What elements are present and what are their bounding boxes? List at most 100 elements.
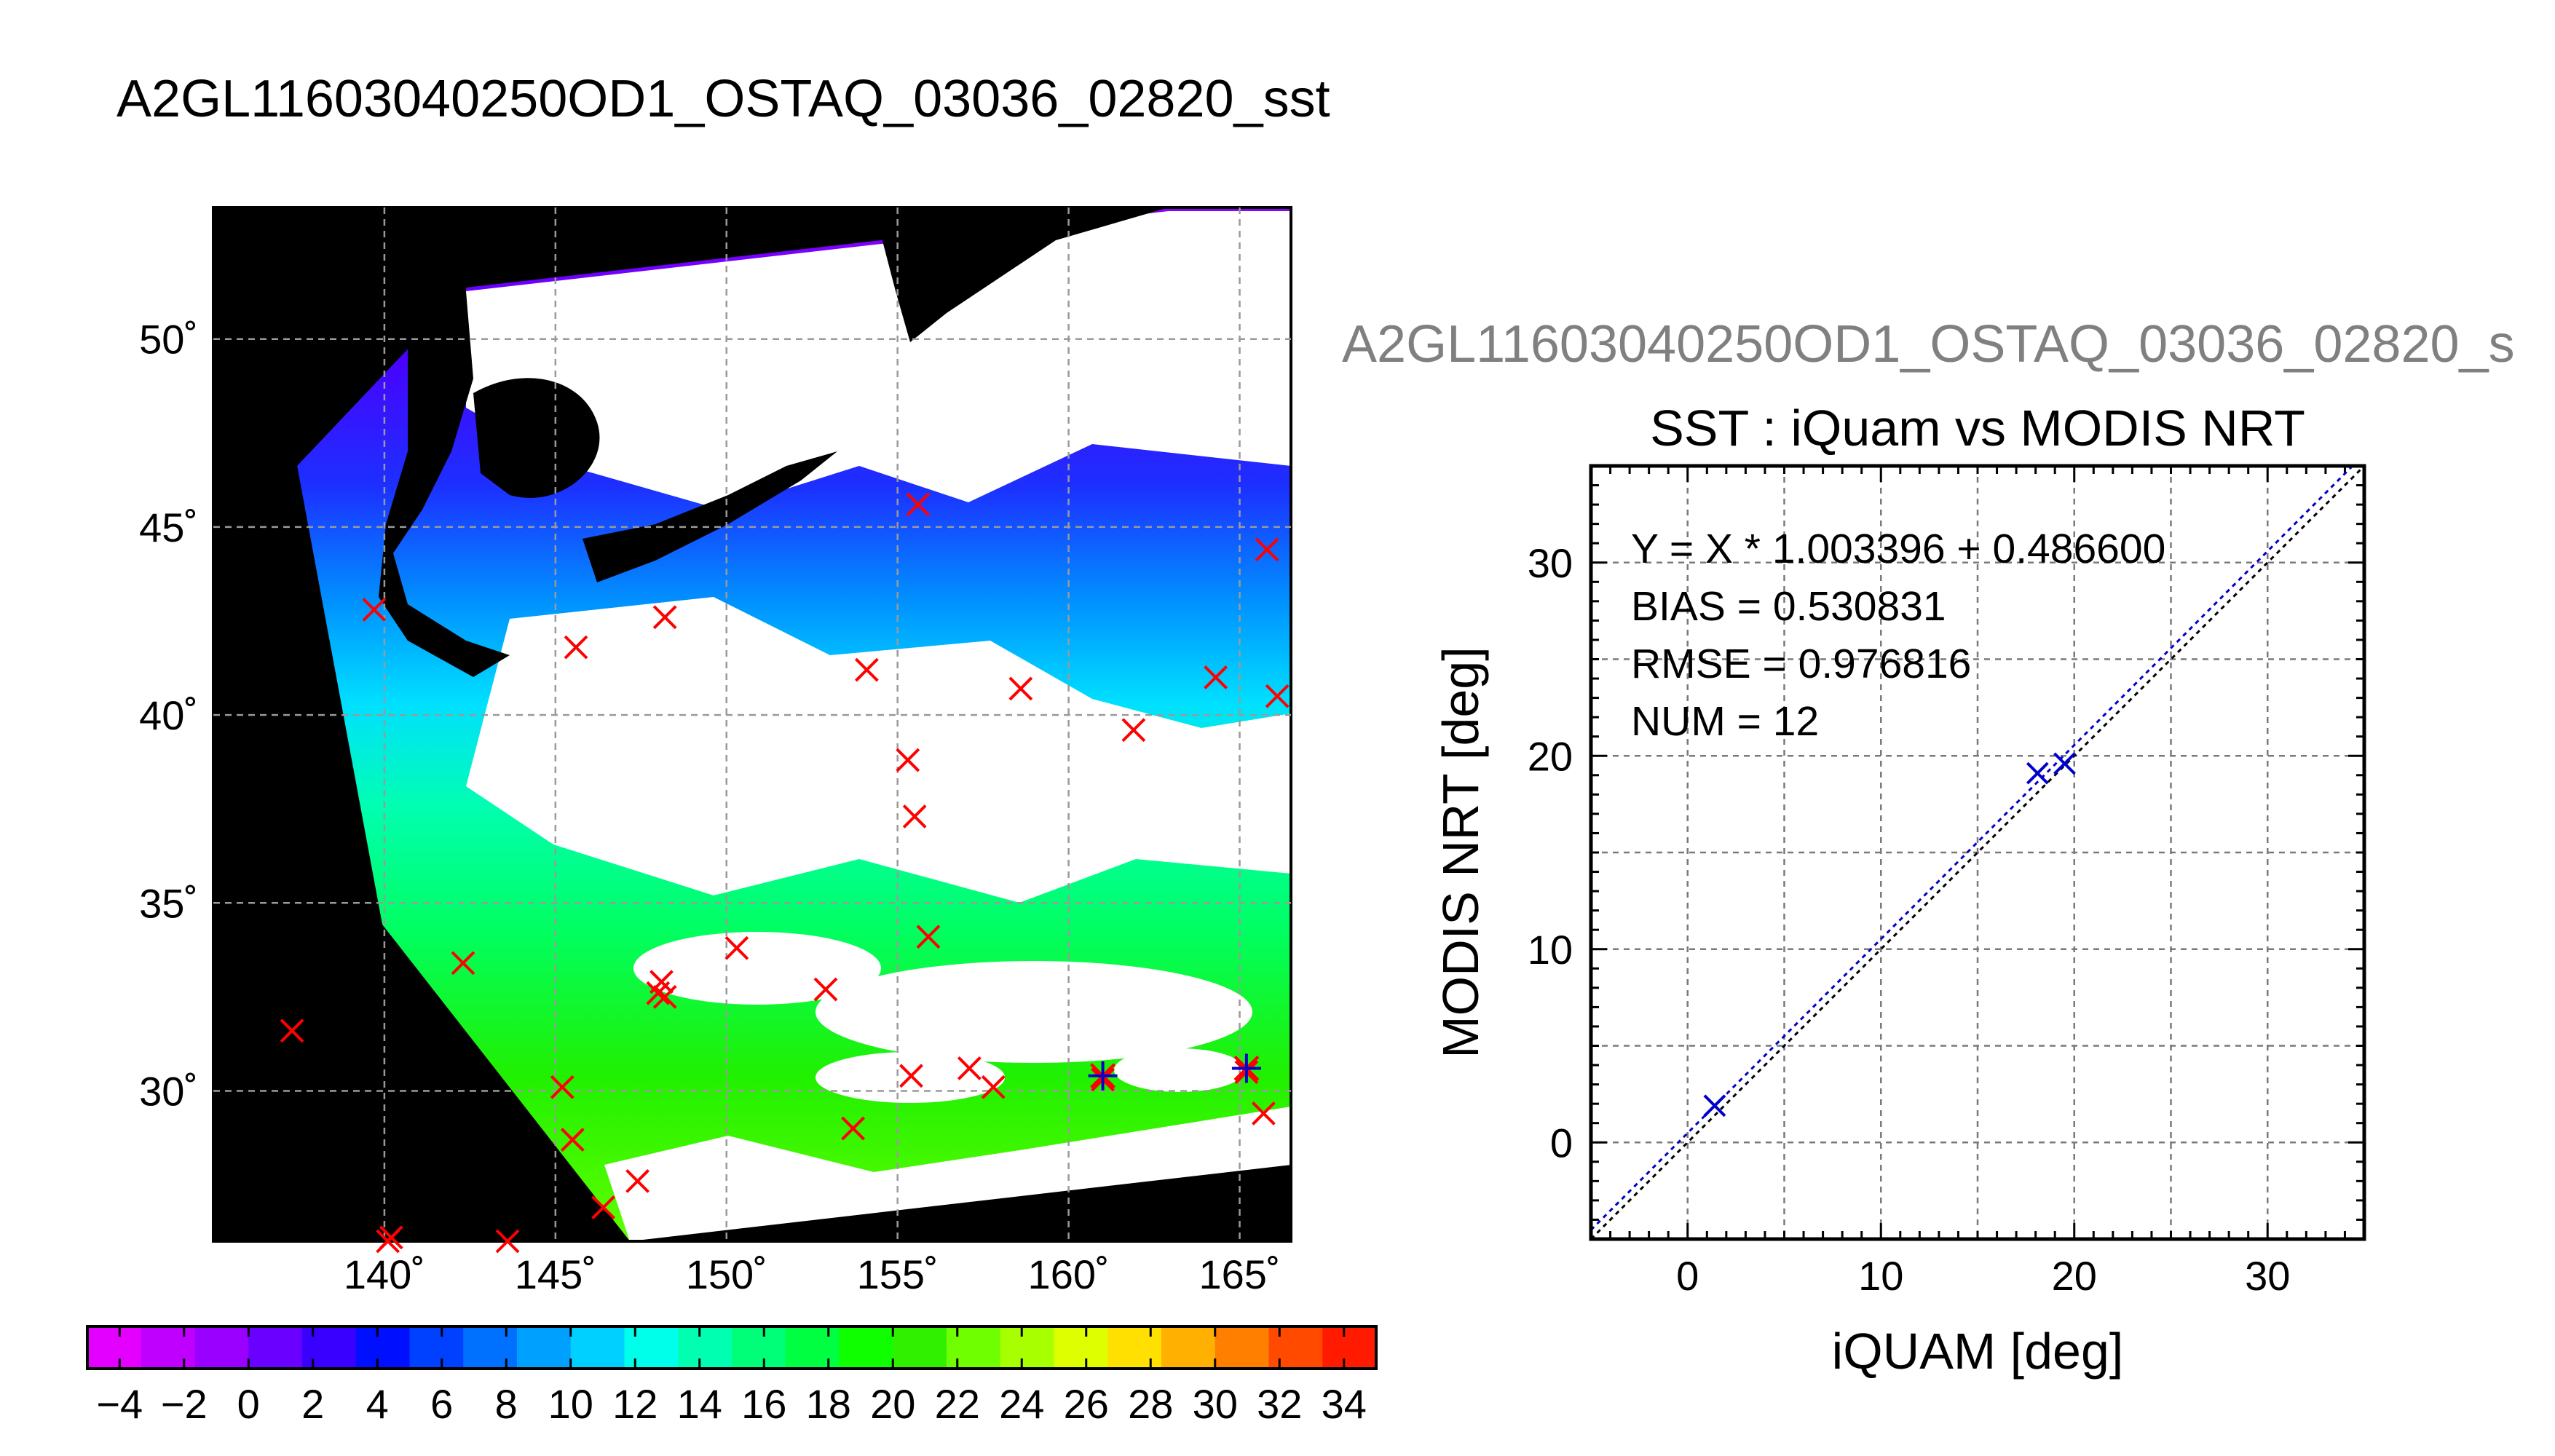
insitu-marker: [495, 1229, 520, 1254]
insitu-marker: [916, 925, 941, 949]
matchup-satellite-marker: [1088, 1061, 1118, 1091]
colorbar-tick-label: 16: [741, 1381, 786, 1427]
colorbar-cell: [839, 1326, 893, 1369]
insitu-marker: [854, 657, 879, 682]
lat-tick-label: 40˚: [139, 692, 198, 738]
colorbar-tick-label: 2: [301, 1381, 324, 1427]
colorbar-tick-label: −2: [161, 1381, 208, 1427]
scatter-ytick-label: 0: [1550, 1120, 1573, 1166]
colorbar-tick-label: 0: [237, 1381, 260, 1427]
insitu-marker: [560, 1128, 585, 1152]
colorbar-cells: [87, 1326, 1377, 1369]
scatter-points: [1703, 752, 2076, 1117]
colorbar-tick-label: 32: [1257, 1381, 1302, 1427]
colorbar-tick-label: 18: [806, 1381, 851, 1427]
colorbar-tick-label: 8: [495, 1381, 518, 1427]
scatter-gridlines: [1591, 466, 2364, 1239]
colorbar-cell: [1161, 1326, 1216, 1369]
colorbar-cell: [678, 1326, 732, 1369]
scatter-point: [2053, 752, 2076, 775]
insitu-marker: [550, 1075, 574, 1099]
insitu-marker: [1251, 1101, 1276, 1125]
colorbar-tick-label: 10: [548, 1381, 593, 1427]
insitu-marker: [362, 598, 387, 622]
colorbar-tick-label: 14: [677, 1381, 722, 1427]
sst-map: 140˚ 145˚ 150˚ 155˚ 160˚ 165˚ 30˚ 35˚ 40˚ 45˚ 50˚: [139, 206, 1292, 1297]
colorbar-tick-label: 34: [1322, 1381, 1367, 1427]
scatter-plot: 0 10 20 30 0 10 20 30 Y = X * 1.003396 + 0.4866…: [1432, 464, 2366, 1380]
colorbar-ticks: −4 −2 0 2 4 6 8 10 12 14 16 18 20 22 24 26 28 30 32 34: [96, 1326, 1367, 1427]
insitu-marker: [379, 1225, 403, 1250]
scatter-point: [1703, 1094, 1726, 1117]
stats-bias: BIAS = 0.530831: [1631, 583, 1946, 630]
lon-tick-label: 150˚: [686, 1251, 767, 1297]
colorbar-cell: [1000, 1326, 1054, 1369]
insitu-marker: [1265, 684, 1290, 708]
lat-tick-label: 30˚: [139, 1068, 198, 1114]
colorbar-cell: [1107, 1326, 1162, 1369]
stats-fit-equation: Y = X * 1.003396 + 0.486600: [1631, 526, 2165, 572]
lon-tick-label: 160˚: [1028, 1251, 1110, 1297]
insitu-marker: [280, 1018, 304, 1043]
scatter-xtick-label: 10: [1858, 1253, 1903, 1299]
colorbar: −4 −2 0 2 4 6 8 10 12 14 16 18 20 22 24 26 28 30 32 34: [86, 1325, 1378, 1427]
colorbar-tick-label: 30: [1193, 1381, 1238, 1427]
colorbar-cell: [732, 1326, 786, 1369]
insitu-markers: [280, 492, 1290, 1254]
colorbar-tick-label: 12: [612, 1381, 657, 1427]
insitu-marker: [957, 1056, 982, 1080]
map-frame: [212, 206, 1292, 1243]
colorbar-tick-label: 28: [1128, 1381, 1173, 1427]
scatter-ytick-label: 30: [1528, 540, 1573, 586]
map-gridlines: [213, 207, 1291, 1241]
lon-tick-label: 140˚: [344, 1251, 425, 1297]
colorbar-cell: [302, 1326, 357, 1369]
insitu-marker: [646, 981, 671, 1005]
scatter-ylabel: MODIS NRT [deg]: [1432, 646, 1489, 1058]
insitu-marker: [899, 1064, 923, 1088]
colorbar-cell: [517, 1326, 572, 1369]
colorbar-tick-label: 6: [430, 1381, 453, 1427]
lon-tick-label: 155˚: [857, 1251, 939, 1297]
fit-line: [1591, 466, 2355, 1231]
colorbar-cell: [624, 1326, 679, 1369]
scatter-ytick-label: 20: [1528, 733, 1573, 779]
insitu-marker: [981, 1075, 1006, 1099]
insitu-marker: [1008, 676, 1033, 701]
colorbar-cell: [87, 1326, 142, 1369]
scatter-xtick-label: 20: [2052, 1253, 2097, 1299]
insitu-marker: [896, 748, 920, 772]
scatter-tick-labels: 0 10 20 30 0 10 20 30: [1528, 540, 2291, 1299]
insitu-marker: [902, 804, 927, 828]
land-mask: [213, 207, 1169, 1241]
scatter-header: A2GL11603040250OD1_OSTAQ_03036_02820_s: [1342, 315, 2515, 373]
scatter-xtick-label: 30: [2245, 1253, 2290, 1299]
scatter-frame: [1589, 464, 2366, 1241]
main-title: A2GL11603040250OD1_OSTAQ_03036_02820_sst: [117, 70, 1330, 128]
colorbar-cell: [141, 1326, 195, 1369]
colorbar-tick-label: 4: [366, 1381, 389, 1427]
scatter-ytick-label: 10: [1528, 927, 1573, 973]
colorbar-frame: [86, 1325, 1378, 1370]
insitu-marker: [591, 1195, 616, 1219]
scatter-xlabel: iQUAM [deg]: [1832, 1323, 2124, 1380]
insitu-marker: [652, 605, 677, 630]
lat-tick-label: 35˚: [139, 880, 198, 926]
colorbar-tick-label: 26: [1064, 1381, 1109, 1427]
colorbar-cell: [785, 1326, 840, 1369]
colorbar-tick-label: 22: [935, 1381, 980, 1427]
insitu-marker: [625, 1168, 650, 1193]
colorbar-cell: [893, 1326, 947, 1369]
lat-tick-label: 45˚: [139, 505, 198, 550]
insitu-marker: [813, 977, 838, 1002]
insitu-marker: [564, 635, 588, 660]
colorbar-cell: [1322, 1326, 1377, 1369]
matchup-satellite-marker: [1231, 1053, 1261, 1083]
insitu-marker: [451, 951, 475, 976]
colorbar-cell: [570, 1326, 625, 1369]
scatter-title: SST : iQuam vs MODIS NRT: [1650, 400, 2305, 456]
colorbar-cell: [1268, 1326, 1323, 1369]
colorbar-cell: [409, 1326, 464, 1369]
colorbar-cell: [1054, 1326, 1108, 1369]
identity-line: [1591, 466, 2364, 1239]
